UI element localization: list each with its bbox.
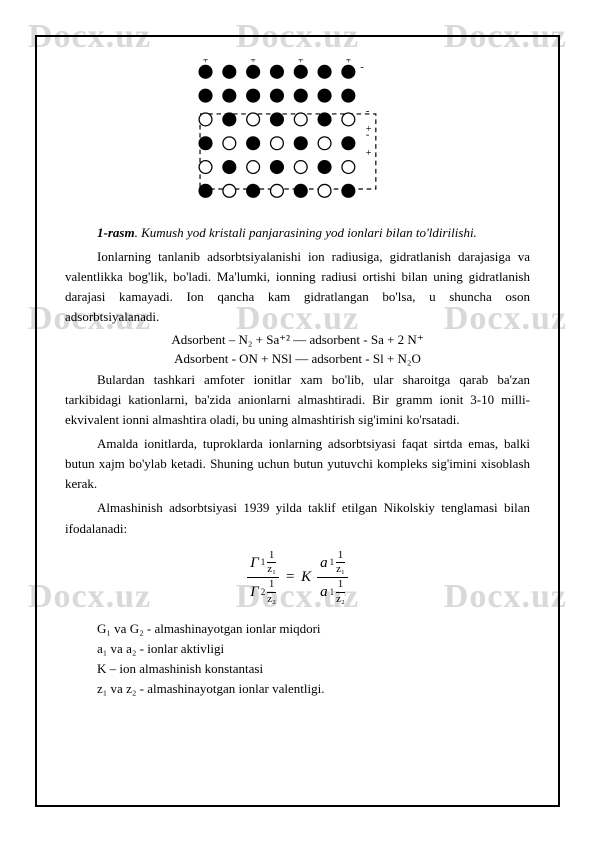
gamma-symbol: Γ: [250, 554, 259, 573]
paragraph-4: Almashinish adsorbtsiyasi 1939 yilda tak…: [65, 498, 530, 538]
svg-text:-: -: [360, 61, 364, 73]
definition-2: a₁ va a₂ - ionlar aktivligi: [65, 639, 530, 659]
subscript: 2: [261, 587, 266, 598]
definition-1: G₁ va G₂ - almashinayotgan ionlar miqdor…: [65, 619, 530, 639]
svg-text:+: +: [297, 59, 303, 67]
equals-sign: =: [285, 569, 295, 586]
k-constant: K: [301, 569, 311, 586]
a-symbol: a: [320, 554, 328, 573]
one: 1: [269, 578, 275, 592]
formula-right-fraction: a1 1 z₁ a1 1 z: [317, 549, 348, 607]
exponent-frac: 1 z₂: [267, 578, 276, 607]
one: 1: [269, 549, 275, 563]
one: 1: [338, 549, 344, 563]
exponent-frac: 1 z₁: [336, 549, 345, 578]
page-frame: ++++--+-+ 1-rasm. Kumush yod kristali pa…: [35, 35, 560, 807]
paragraph-1: Ionlarning tanlanib adsorbtsiyalanishi i…: [65, 247, 530, 328]
svg-text:-: -: [365, 105, 369, 117]
equation-2: Adsorbent - ON + NSl — adsorbent - Sl + …: [65, 351, 530, 367]
formula-block: Γ1 1 z₁ Γ2 1 z: [65, 549, 530, 607]
lattice-svg: ++++--+-+: [183, 59, 413, 211]
z1: z₁: [267, 563, 276, 577]
formula-left-fraction: Γ1 1 z₁ Γ2 1 z: [247, 549, 279, 607]
subscript: 1: [330, 557, 335, 568]
a-symbol: a: [320, 583, 328, 602]
paragraph-3: Amalda ionitlarda, tuproklarda ionlarnin…: [65, 434, 530, 494]
lattice-figure: ++++--+-+: [65, 59, 530, 211]
definition-3: K – ion almashinish konstantasi: [65, 659, 530, 679]
caption-text: . Kumush yod kristali panjarasining yod …: [135, 225, 477, 240]
svg-text:+: +: [365, 148, 371, 159]
definition-4: z₁ va z₂ - almashinayotgan ionlar valent…: [65, 679, 530, 699]
figure-caption: 1-rasm. Kumush yod kristali panjarasinin…: [65, 225, 530, 241]
gamma-symbol: Γ: [250, 583, 259, 602]
svg-text:+: +: [345, 59, 351, 67]
subscript: 1: [330, 587, 335, 598]
svg-text:+: +: [250, 59, 256, 67]
svg-text:-: -: [365, 129, 369, 141]
z2: z₂: [336, 593, 345, 607]
z1: z₁: [336, 563, 345, 577]
subscript: 1: [261, 557, 266, 568]
exponent-frac: 1 z₁: [267, 549, 276, 578]
svg-text:+: +: [202, 59, 208, 67]
one: 1: [338, 578, 344, 592]
caption-label: 1-rasm: [97, 225, 135, 240]
exponent-frac: 1 z₂: [336, 578, 345, 607]
definitions-list: G₁ va G₂ - almashinayotgan ionlar miqdor…: [65, 619, 530, 700]
z2: z₂: [267, 593, 276, 607]
paragraph-2: Bulardan tashkari amfoter ionitlar xam b…: [65, 370, 530, 430]
equation-1: Adsorbent – N₂ + Sa⁺² — adsorbent - Sa +…: [65, 332, 530, 348]
